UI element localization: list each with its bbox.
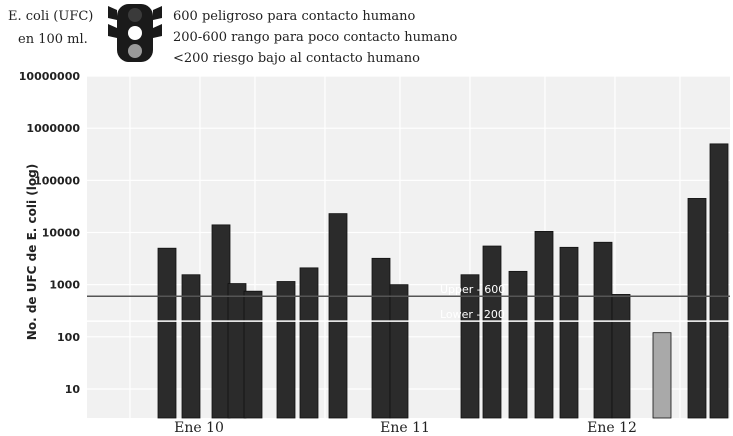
corner-label-line2: en 100 ml. — [18, 32, 88, 47]
y-axis-title: No. de UFC de E. coli (log) — [25, 164, 39, 340]
traffic-light-green-icon — [128, 44, 142, 58]
bar — [508, 270, 528, 419]
y-tick-label: 100 — [57, 331, 80, 344]
traffic-light-icon — [108, 4, 162, 62]
y-tick-label: 1000000 — [26, 122, 80, 135]
bar — [534, 230, 554, 419]
bar — [559, 246, 579, 419]
bar — [181, 274, 201, 419]
y-tick-label: 10000 — [42, 227, 81, 240]
y-tick-labels: 10000000 1000000 100000 10000 1000 100 10 — [19, 70, 81, 396]
bar — [482, 245, 502, 419]
x-category-labels: Ene 10 Ene 11 Ene 12 — [174, 420, 637, 436]
y-tick-label: 10000000 — [19, 70, 81, 83]
bar — [709, 143, 729, 419]
y-tick-label: 100000 — [34, 174, 80, 187]
threshold-lower-label: Lower - 200 — [440, 308, 505, 321]
thresholds: Upper - 600 Lower - 200 — [87, 283, 730, 322]
x-category-label: Ene 12 — [587, 420, 637, 436]
gridlines — [87, 75, 730, 418]
threshold-upper-label: Upper - 600 — [440, 283, 505, 296]
x-category-label: Ene 10 — [174, 420, 224, 436]
legend-item-high: 600 peligroso para contacto humano — [173, 9, 416, 24]
x-category-label: Ene 11 — [380, 420, 430, 436]
bar — [276, 281, 296, 419]
corner-label-line1: E. coli (UFC) — [8, 9, 93, 24]
bar — [460, 274, 480, 419]
bar — [611, 294, 631, 419]
bar — [328, 213, 348, 419]
y-tick-label: 1000 — [49, 279, 80, 292]
traffic-light-red-icon — [128, 8, 142, 22]
legend-item-low: <200 riesgo bajo al contacto humano — [173, 51, 420, 66]
legend-item-medium: 200-600 rango para poco contacto humano — [173, 30, 457, 45]
bar — [389, 284, 409, 419]
y-tick-label: 10 — [65, 383, 81, 396]
bar — [157, 247, 177, 419]
traffic-light-amber-icon — [128, 26, 142, 40]
bar — [652, 332, 672, 419]
bars — [157, 143, 729, 419]
bar — [299, 267, 319, 419]
bar — [593, 241, 613, 419]
bar — [371, 257, 391, 419]
bar — [687, 198, 707, 419]
bar — [227, 283, 247, 419]
bar — [243, 290, 263, 419]
